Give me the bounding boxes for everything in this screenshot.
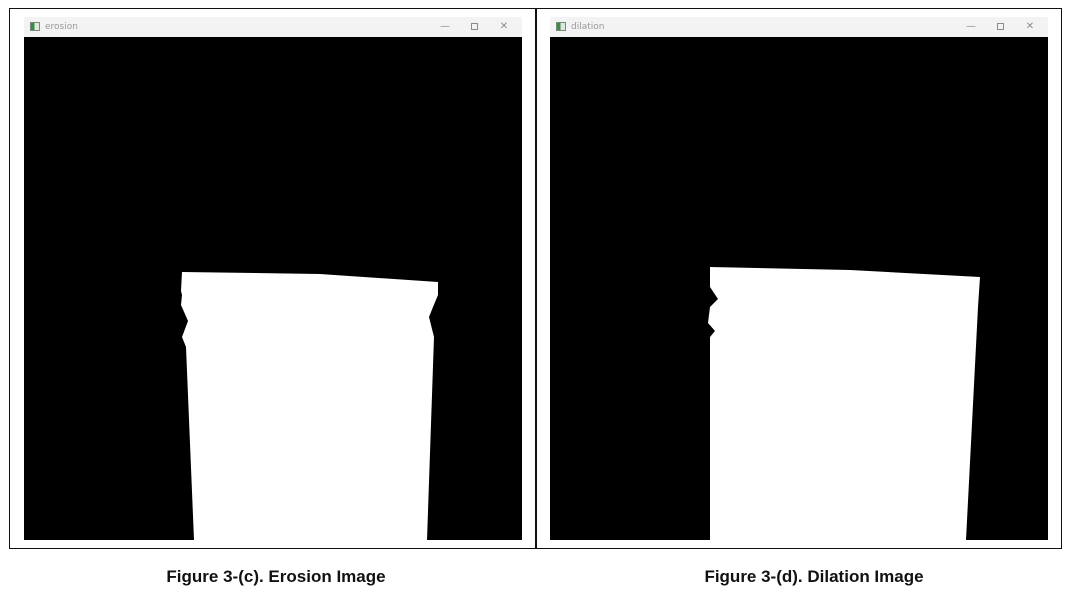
app-window-icon — [556, 22, 566, 31]
minimize-icon[interactable]: — — [440, 21, 450, 32]
dilation-white-region — [708, 267, 980, 540]
dilation-image — [550, 37, 1048, 540]
erosion-window: erosion — ✕ — [24, 17, 522, 540]
erosion-caption: Figure 3-(c). Erosion Image — [166, 567, 386, 586]
close-icon[interactable]: ✕ — [1025, 21, 1035, 32]
window-title: erosion — [45, 22, 78, 32]
dilation-mask — [550, 37, 1048, 540]
erosion-white-region — [181, 272, 438, 540]
close-icon[interactable]: ✕ — [499, 21, 509, 32]
erosion-titlebar[interactable]: erosion — ✕ — [24, 17, 522, 38]
maximize-icon[interactable] — [989, 19, 1011, 35]
maximize-icon[interactable] — [463, 19, 485, 35]
app-window-icon — [30, 22, 40, 31]
figure-divider — [535, 8, 537, 549]
dilation-window: dilation — ✕ — [550, 17, 1048, 540]
minimize-icon[interactable]: — — [966, 21, 976, 32]
dilation-caption: Figure 3-(d). Dilation Image — [704, 567, 924, 586]
erosion-mask — [24, 37, 522, 540]
dilation-titlebar[interactable]: dilation — ✕ — [550, 17, 1048, 38]
erosion-image — [24, 37, 522, 540]
window-title: dilation — [571, 22, 605, 32]
